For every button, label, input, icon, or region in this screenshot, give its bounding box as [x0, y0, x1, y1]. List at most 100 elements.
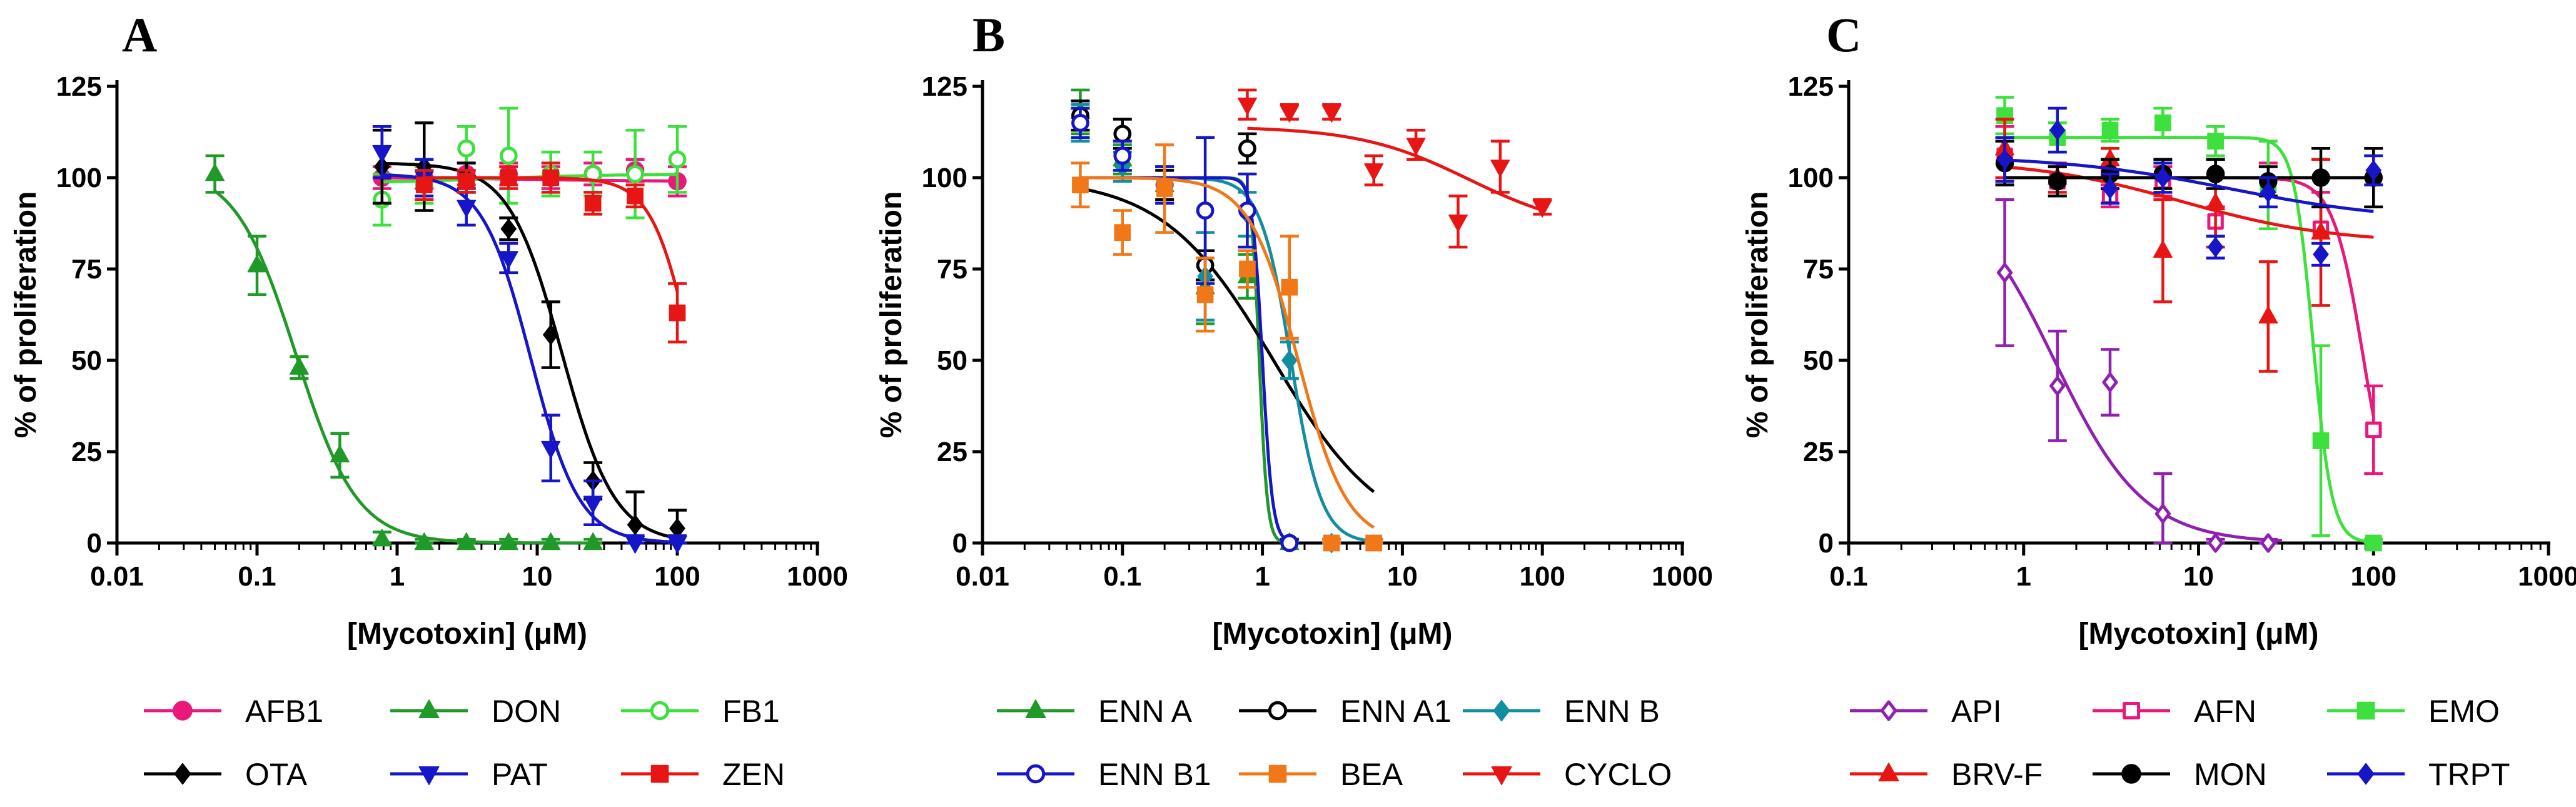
data-point-trpt: [2260, 182, 2276, 203]
legend: API AFN EMO BRV-F MON TRPT: [1850, 694, 2510, 792]
data-point-pat: [372, 145, 392, 163]
legend-marker: [1491, 766, 1512, 785]
x-tick-label: 100: [1519, 561, 1565, 592]
x-tick-label: 0.1: [1103, 561, 1141, 592]
fit-curve-bea: [1080, 176, 1375, 529]
data-point-emo: [2154, 114, 2171, 131]
data-point-pat: [583, 495, 603, 514]
legend-marker: [650, 764, 669, 783]
data-point-api: [2208, 533, 2224, 553]
x-axis-title: [Mycotoxin] (μM): [2079, 617, 2319, 651]
series-emo: [1995, 96, 2383, 552]
legend-item-enn-b: ENN B: [1463, 694, 1660, 729]
data-point-don: [457, 532, 477, 551]
legend-marker: [1025, 699, 1046, 718]
data-point-ota: [500, 218, 517, 239]
data-point-don: [498, 532, 518, 551]
x-axis-title: [Mycotoxin] (μM): [347, 617, 587, 651]
series-brv-f: [1995, 118, 2374, 373]
legend-marker: [1268, 764, 1287, 783]
legend-marker: [1268, 701, 1288, 721]
data-point-ota: [543, 324, 559, 345]
data-point-trpt: [2049, 119, 2066, 141]
y-tick-label: 75: [1803, 254, 1834, 285]
data-point-bea: [1196, 286, 1214, 303]
data-point-don: [541, 532, 561, 551]
data-point-bea: [1072, 176, 1089, 194]
data-point-zen: [458, 173, 475, 190]
panel-a: A 0 25 50 75 100 125 0.01 0.1 1 10 100 1000 [Mycotoxi…: [9, 8, 848, 792]
data-point-cyclo: [1280, 104, 1300, 123]
y-tick-label: 0: [1819, 528, 1834, 559]
legend-item-brv-f: BRV-F: [1850, 757, 2043, 792]
data-point-zen: [542, 169, 560, 186]
x-tick-label: 1000: [1652, 561, 1713, 592]
data-point-api: [1996, 263, 2013, 283]
y-tick-label: 125: [1788, 71, 1834, 102]
y-tick-label: 25: [71, 437, 102, 467]
x-tick-label: 10: [522, 561, 553, 592]
data-point-zen: [627, 187, 644, 205]
data-point-enn-a1: [1113, 124, 1132, 143]
legend-label: API: [1951, 694, 2002, 729]
data-point-bea: [1239, 260, 1256, 278]
data-point-zen: [584, 195, 602, 212]
data-point-zen: [415, 176, 433, 194]
data-point-brv-f: [2258, 306, 2278, 324]
data-point-enn-b1: [1280, 534, 1299, 552]
legend-item-cyclo: CYCLO: [1463, 757, 1672, 792]
data-point-cyclo: [1490, 160, 1510, 178]
legend-label: BRV-F: [1951, 757, 2043, 792]
legend-label: ENN A: [1098, 694, 1193, 729]
data-point-pat: [625, 535, 645, 554]
data-point-don: [289, 357, 309, 375]
legend-item-enn-b1: ENN B1: [997, 757, 1211, 792]
legend-marker: [418, 699, 440, 718]
data-point-don: [205, 163, 225, 181]
data-point-mon: [2048, 172, 2067, 191]
legend-item-afn: AFN: [2093, 694, 2256, 729]
data-point-cyclo: [1364, 163, 1384, 181]
y-tick-label: 100: [922, 163, 967, 193]
y-tick-label: 100: [56, 163, 102, 193]
x-tick-label: 0.1: [238, 561, 276, 592]
data-point-cyclo: [1406, 138, 1426, 156]
legend-label: TRPT: [2428, 757, 2510, 792]
data-point-trpt: [2207, 236, 2224, 258]
data-point-emo: [2101, 121, 2119, 139]
y-tick-label: 75: [937, 254, 967, 285]
y-axis-title: % of proliferation: [875, 191, 908, 439]
legend-marker: [2357, 763, 2375, 785]
legend-marker: [1880, 700, 1897, 721]
x-tick-label: 100: [2351, 561, 2397, 592]
y-axis-title: % of proliferation: [1741, 191, 1774, 439]
data-point-pat: [541, 440, 561, 459]
panel-b: B 0 25 50 75 100 125 0.01 0.1 1 10 100 1000 [Mycotoxi…: [875, 8, 1713, 792]
data-point-trpt: [2154, 167, 2171, 188]
data-point-pat: [498, 251, 518, 269]
x-tick-label: 1: [2016, 561, 2031, 592]
series-bea: [1071, 143, 1383, 552]
data-point-enn-b: [1281, 350, 1298, 371]
data-point-pat: [667, 535, 687, 554]
x-tick-label: 1000: [2518, 561, 2576, 592]
data-point-don: [330, 444, 350, 463]
legend-item-mon: MON: [2093, 757, 2267, 792]
panel-letter: B: [972, 8, 1005, 62]
panel-letter: C: [1826, 8, 1861, 62]
x-tick-label: 10: [2183, 561, 2214, 592]
legend-item-trpt: TRPT: [2327, 757, 2510, 792]
data-point-cyclo: [1238, 97, 1257, 116]
legend-label: FB1: [722, 694, 780, 729]
panel-c: C 0 25 50 75 100 125 0.1 1 10 100 1000 [Mycotoxin] (…: [1741, 8, 2576, 792]
fit-curve-pat: [381, 173, 678, 544]
data-point-api: [2154, 504, 2171, 524]
y-tick-label: 50: [71, 345, 102, 376]
data-point-enn-b1: [1113, 146, 1132, 165]
fit-curve-brv-f: [2004, 165, 2374, 239]
x-tick-label: 0.01: [956, 561, 1009, 592]
legend-label: ENN B1: [1098, 757, 1211, 792]
legend-marker: [1878, 763, 1899, 781]
data-point-emo: [2312, 432, 2330, 449]
